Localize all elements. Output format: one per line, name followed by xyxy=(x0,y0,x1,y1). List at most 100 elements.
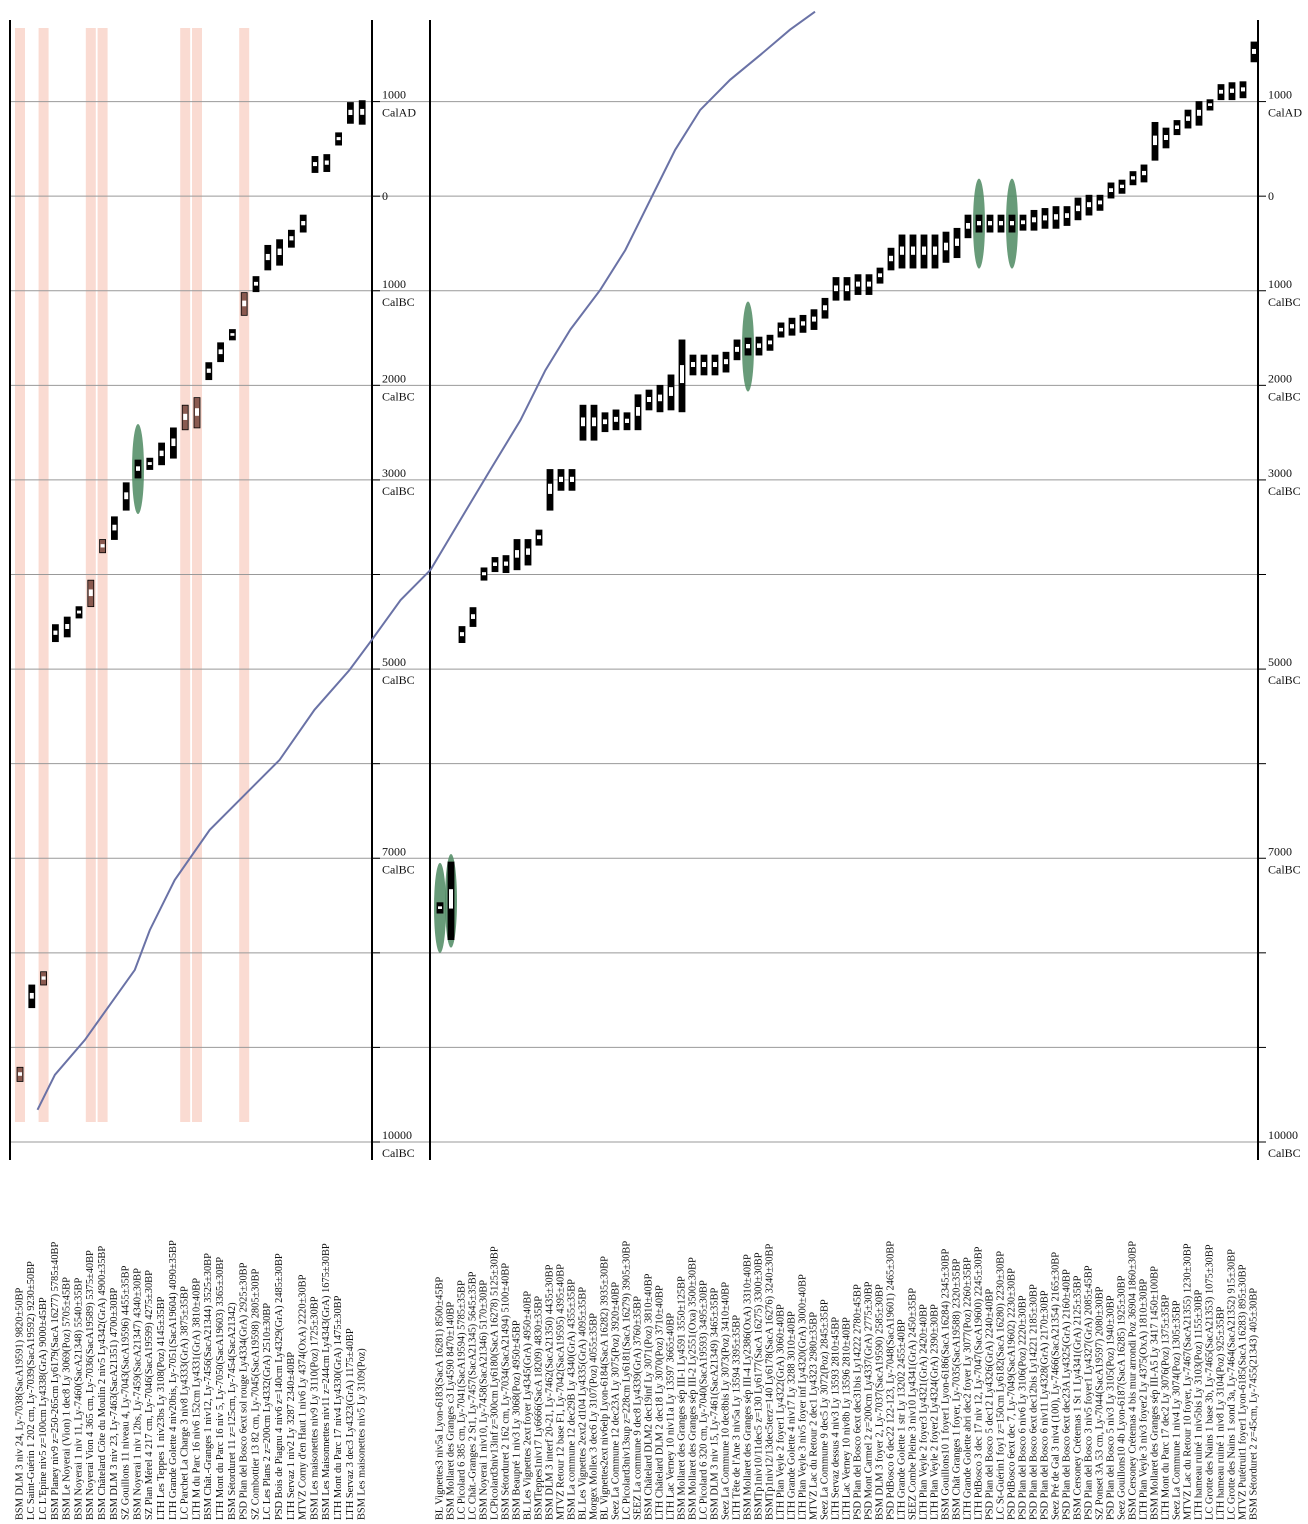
sample-label: PSD Plan del Bosco 6ext dec23A Ly4325(Gr… xyxy=(1061,1269,1072,1520)
range-gap xyxy=(171,438,176,447)
sample-label: BSM Sétorduret 2 162 cm, Ly-7034(SacA214… xyxy=(500,1263,511,1520)
range-gap xyxy=(724,359,728,365)
range-gap xyxy=(112,524,117,531)
sample-label: LTH Grande Golette 1 str Ly 13202 2455±4… xyxy=(896,1319,907,1520)
sample-label: BSM Cersoney Crétemas 1 St 1 Ly4341(GrA)… xyxy=(1072,1275,1083,1520)
sample-label: BSM Les Maisonnettes niv11 z=244cm Ly434… xyxy=(321,1243,332,1520)
range-gap xyxy=(242,300,247,307)
range-gap xyxy=(735,346,739,352)
sample-label: BSM Mollaret des Granges c3 Ly4590 8470±… xyxy=(445,1302,456,1520)
sample-label: LC St-Guérin1 foy1 z=150cm Ly6182(SacA 1… xyxy=(995,1251,1006,1520)
sample-label: BSM Le Noyerai (Vion) 1 dec8 Ly 3069(Poz… xyxy=(62,1277,73,1520)
range-gap xyxy=(680,365,684,384)
range-gap xyxy=(41,976,46,980)
sample-label: Seez Gouillons10 4b Lyon-6187(SacA 16285… xyxy=(1116,1275,1127,1520)
y-tick-sublabel: CalAD xyxy=(382,106,416,120)
range-gap xyxy=(625,418,629,423)
range-gap xyxy=(581,417,585,427)
range-gap xyxy=(702,362,706,367)
range-gap xyxy=(856,281,860,287)
range-gap xyxy=(647,397,651,402)
sample-label: LC Les Plans 2 z=200cm Ly4332(GrA) 2510±… xyxy=(262,1303,273,1520)
range-gap xyxy=(977,221,981,226)
range-gap xyxy=(504,561,508,566)
sample-label: Morgex Mollex 3 dec6 Ly 3107(Poz) 4055±3… xyxy=(588,1313,599,1520)
range-gap xyxy=(1241,87,1245,92)
range-gap xyxy=(823,305,827,311)
sample-label: LCPicolard3niv13inf z=300cm Ly6180(SacA … xyxy=(489,1246,500,1520)
range-gap xyxy=(966,223,970,229)
range-gap xyxy=(944,242,948,251)
sample-label: BSM Mollaret des Granges sép III-2 Ly255… xyxy=(687,1257,698,1520)
sample-label: BSM Noyerai 1 niv 12bs, Ly-7459(SacA2134… xyxy=(132,1268,143,1520)
y-tick-sublabel: CalBC xyxy=(382,295,415,309)
sample-label: BSM Noyerai 1 niv 11, Ly-7460(SacA21348)… xyxy=(73,1278,84,1520)
range-gap xyxy=(636,407,640,416)
sample-label: BSM Les maisonettes niv5 Ly 3109(Poz) xyxy=(357,1348,368,1520)
sample-label: LTH PdBosco 3 dec 17 niv 12, Ly-7047(Sac… xyxy=(973,1246,984,1520)
sample-label: PSD Plan del Bosco 6ext dec31bis Ly14222… xyxy=(852,1284,863,1520)
sample-label: LTH Plan Veyle 2 foyer3 Ly4321(GrA) 2420… xyxy=(918,1304,929,1520)
sample-label: PSD Bois de Piagnu 4 niv6 z=140cm Ly4329… xyxy=(274,1253,285,1520)
sample-label: BSM Sétorduret 11 z=125cm, Ly-7454(SacA2… xyxy=(227,1302,238,1520)
sample-label: LTH hameau ruiné 1 niv5bis Ly 3103(Poz) … xyxy=(1193,1289,1204,1520)
range-gap xyxy=(900,246,904,255)
y-tick-label: 10000 xyxy=(382,1128,412,1142)
range-gap xyxy=(1043,215,1047,221)
sample-label: LTH Plan Veyle 2 foyer1 Ly4322(GrA) 3060… xyxy=(775,1304,786,1520)
sample-label: Seez La Commune 1 niv4 Ly 3074(Poz) 1305… xyxy=(1171,1300,1182,1520)
sample-label: BSM DLM 3 foyer 2, Ly-7037(SacA19590) 25… xyxy=(874,1284,885,1520)
sample-label: BSM Sétorduret 2 z=45cm, Ly-7455(21343) … xyxy=(1248,1288,1259,1520)
sample-label: MTVZ Retour 12 base F1, Ly-7042(SacA1959… xyxy=(555,1264,566,1520)
range-gap xyxy=(348,109,353,116)
range-gap xyxy=(933,246,937,255)
sample-label: BSM Chât.-Granges 1 niv12, Ly-7456(SacA2… xyxy=(203,1253,214,1520)
range-gap xyxy=(1054,214,1058,220)
sample-label: BL Vignettes2ext niv6elp Lyon-6184(SacA … xyxy=(599,1256,610,1520)
range-gap xyxy=(265,253,270,261)
sample-label: LC Saint-Guérin 1 202 cm, Ly-7039(SacA19… xyxy=(26,1261,37,1520)
range-gap xyxy=(449,889,453,909)
range-gap xyxy=(570,476,574,482)
sample-label: LTH Servaz dessus 4 niv3 Ly 13593 2810±4… xyxy=(830,1317,841,1520)
range-gap xyxy=(790,324,794,329)
range-gap xyxy=(159,450,164,457)
y-tick-sublabel: CalBC xyxy=(1268,1146,1301,1160)
range-gap xyxy=(812,316,816,322)
range-gap xyxy=(482,572,486,576)
sample-label: BSM DLM 3 niv 24, Ly-7038(SacA19591) 982… xyxy=(14,1287,25,1520)
sample-label: LTH M du Parc 16 niv6 152cm Ly4331(GrA) … xyxy=(191,1278,202,1520)
sample-label: PSD Plan del Bosco 5 dec12 Ly4326(GrA) 2… xyxy=(984,1289,995,1520)
sample-label: PSD PdBosco 6ext dec 7, Ly-7049(SacA1960… xyxy=(1006,1268,1017,1520)
sample-label: MTVZ Putétruit1 foyer1 Lyon-6185(SacA 16… xyxy=(1237,1264,1248,1520)
range-gap xyxy=(1065,213,1069,218)
sample-label: LTH Servaz 1 niv2 Ly 3287 2340±40BP xyxy=(286,1352,297,1520)
sample-label: LTH Tête de l'Ane 3 niv5a Ly 13594 3395±… xyxy=(731,1315,742,1520)
range-gap xyxy=(1098,200,1102,205)
sample-label: PSD PdBosco 6 dec22 122-123, Ly-7048(Sac… xyxy=(885,1241,896,1520)
range-gap xyxy=(195,408,199,416)
range-gap xyxy=(471,614,475,619)
sample-label: BSM Beaupré 1 niv3 Ly 3068(Poz) 4950±45B… xyxy=(511,1320,522,1520)
sample-label: Seez La Commune 12 dec23A Ly 3075(Poz) 3… xyxy=(610,1282,621,1520)
range-gap xyxy=(313,162,317,167)
sample-label: BSM Gouillons10 1 foyer1 Lyon-6186(SacA … xyxy=(940,1249,951,1520)
range-gap xyxy=(845,285,849,292)
range-gap xyxy=(592,417,596,427)
sample-label: LTH Plan Veyle 3 niv3 foyer2 Ly 4375(OxA… xyxy=(1138,1279,1149,1520)
range-gap xyxy=(878,273,882,278)
sample-label: LTH Mont du Parc 16 niv 5, Ly-7050(SacA1… xyxy=(215,1257,226,1520)
range-gap xyxy=(29,992,34,999)
sample-label: SEEZ La commune 9 dec8 Ly4339(GrA) 3760±… xyxy=(632,1296,643,1520)
range-gap xyxy=(955,238,959,246)
y-tick-sublabel: CalBC xyxy=(382,484,415,498)
range-gap xyxy=(493,562,497,566)
sample-label: BSM DLM 3 niv 15, Ly-7461(SacA21349) 346… xyxy=(709,1287,720,1520)
sample-label: SEEZ Combe Pleine 3 niv10 Ly4341(GrA) 24… xyxy=(907,1288,918,1520)
sample-label: BSM Mollaret des Granges sép III-A5 Ly 3… xyxy=(1149,1266,1160,1520)
y-tick-sublabel: CalBC xyxy=(1268,389,1301,403)
range-gap xyxy=(336,137,341,141)
range-gap xyxy=(1186,116,1190,121)
range-gap xyxy=(324,160,329,165)
